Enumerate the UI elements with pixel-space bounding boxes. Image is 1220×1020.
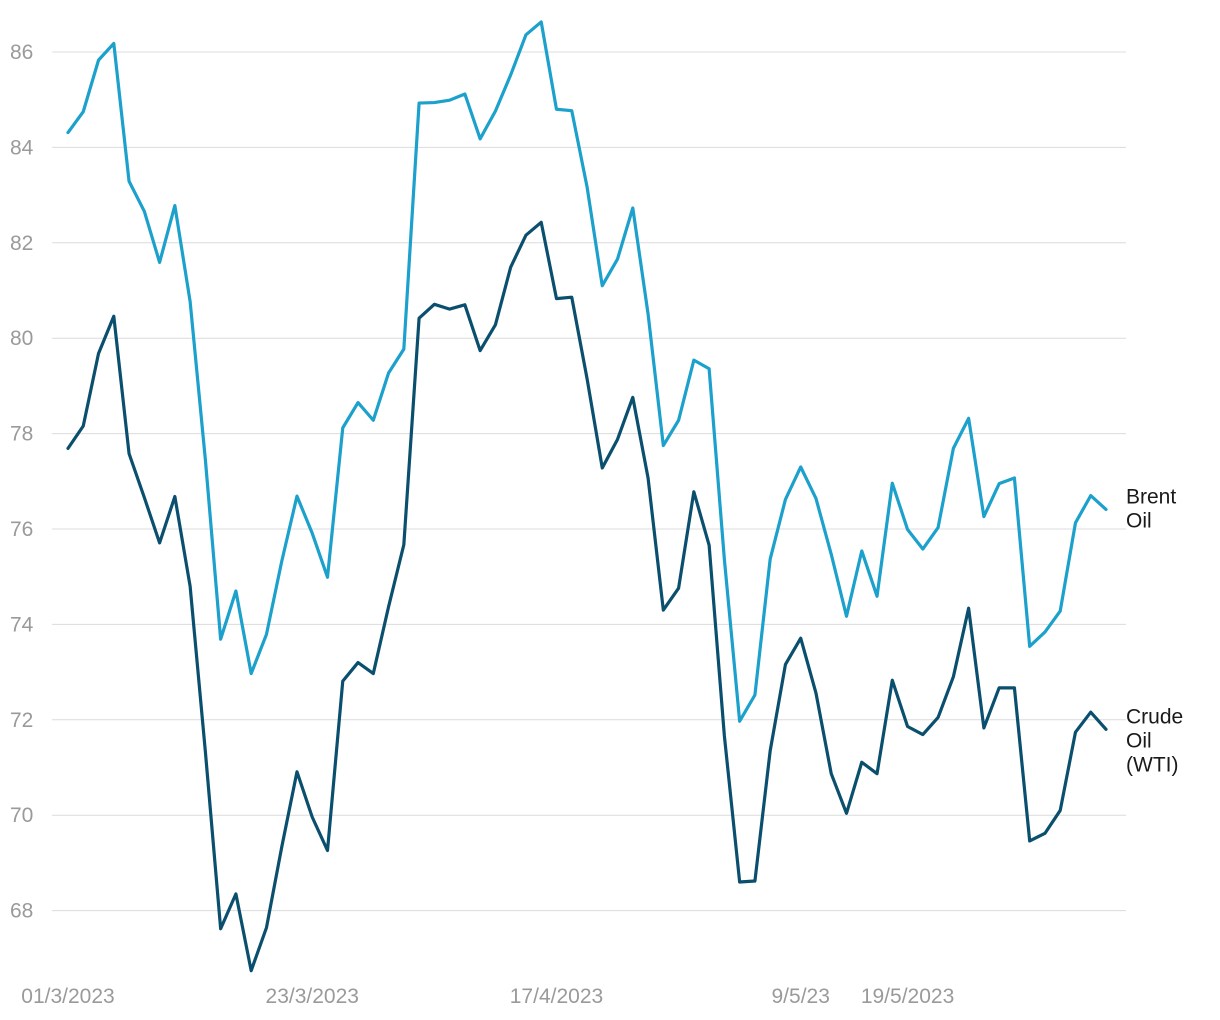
y-tick-label: 80 (10, 327, 33, 350)
series-label-wti: Crude Oil (WTI) (1126, 705, 1183, 776)
y-tick-label: 74 (10, 613, 34, 636)
y-tick-label: 68 (10, 900, 33, 923)
x-tick-label: 01/3/2023 (21, 985, 114, 1008)
x-tick-label: 19/5/2023 (861, 985, 954, 1008)
series-lines (66, 20, 1108, 973)
y-tick-label: 72 (10, 709, 33, 732)
x-axis-ticks: 01/3/2023 23/3/2023 17/4/2023 9/5/23 19/5/20… (21, 985, 954, 1008)
y-tick-label: 86 (10, 41, 33, 64)
y-tick-label: 70 (10, 804, 33, 827)
series-labels: Brent Oil Crude Oil (WTI) (1126, 485, 1183, 776)
y-tick-label: 82 (10, 232, 33, 255)
y-tick-label: 84 (10, 136, 34, 159)
gridlines (52, 51, 1126, 912)
y-tick-label: 76 (10, 518, 33, 541)
y-axis-ticks: 68 70 72 74 76 78 80 82 84 86 (10, 41, 34, 923)
series-line-wti (66, 220, 1108, 973)
x-tick-label: 23/3/2023 (266, 985, 359, 1008)
y-tick-label: 78 (10, 423, 33, 446)
series-label-brent: Brent Oil (1126, 485, 1176, 532)
series-line-brent (66, 20, 1108, 723)
x-tick-label: 9/5/23 (772, 985, 830, 1008)
x-tick-label: 17/4/2023 (510, 985, 603, 1008)
